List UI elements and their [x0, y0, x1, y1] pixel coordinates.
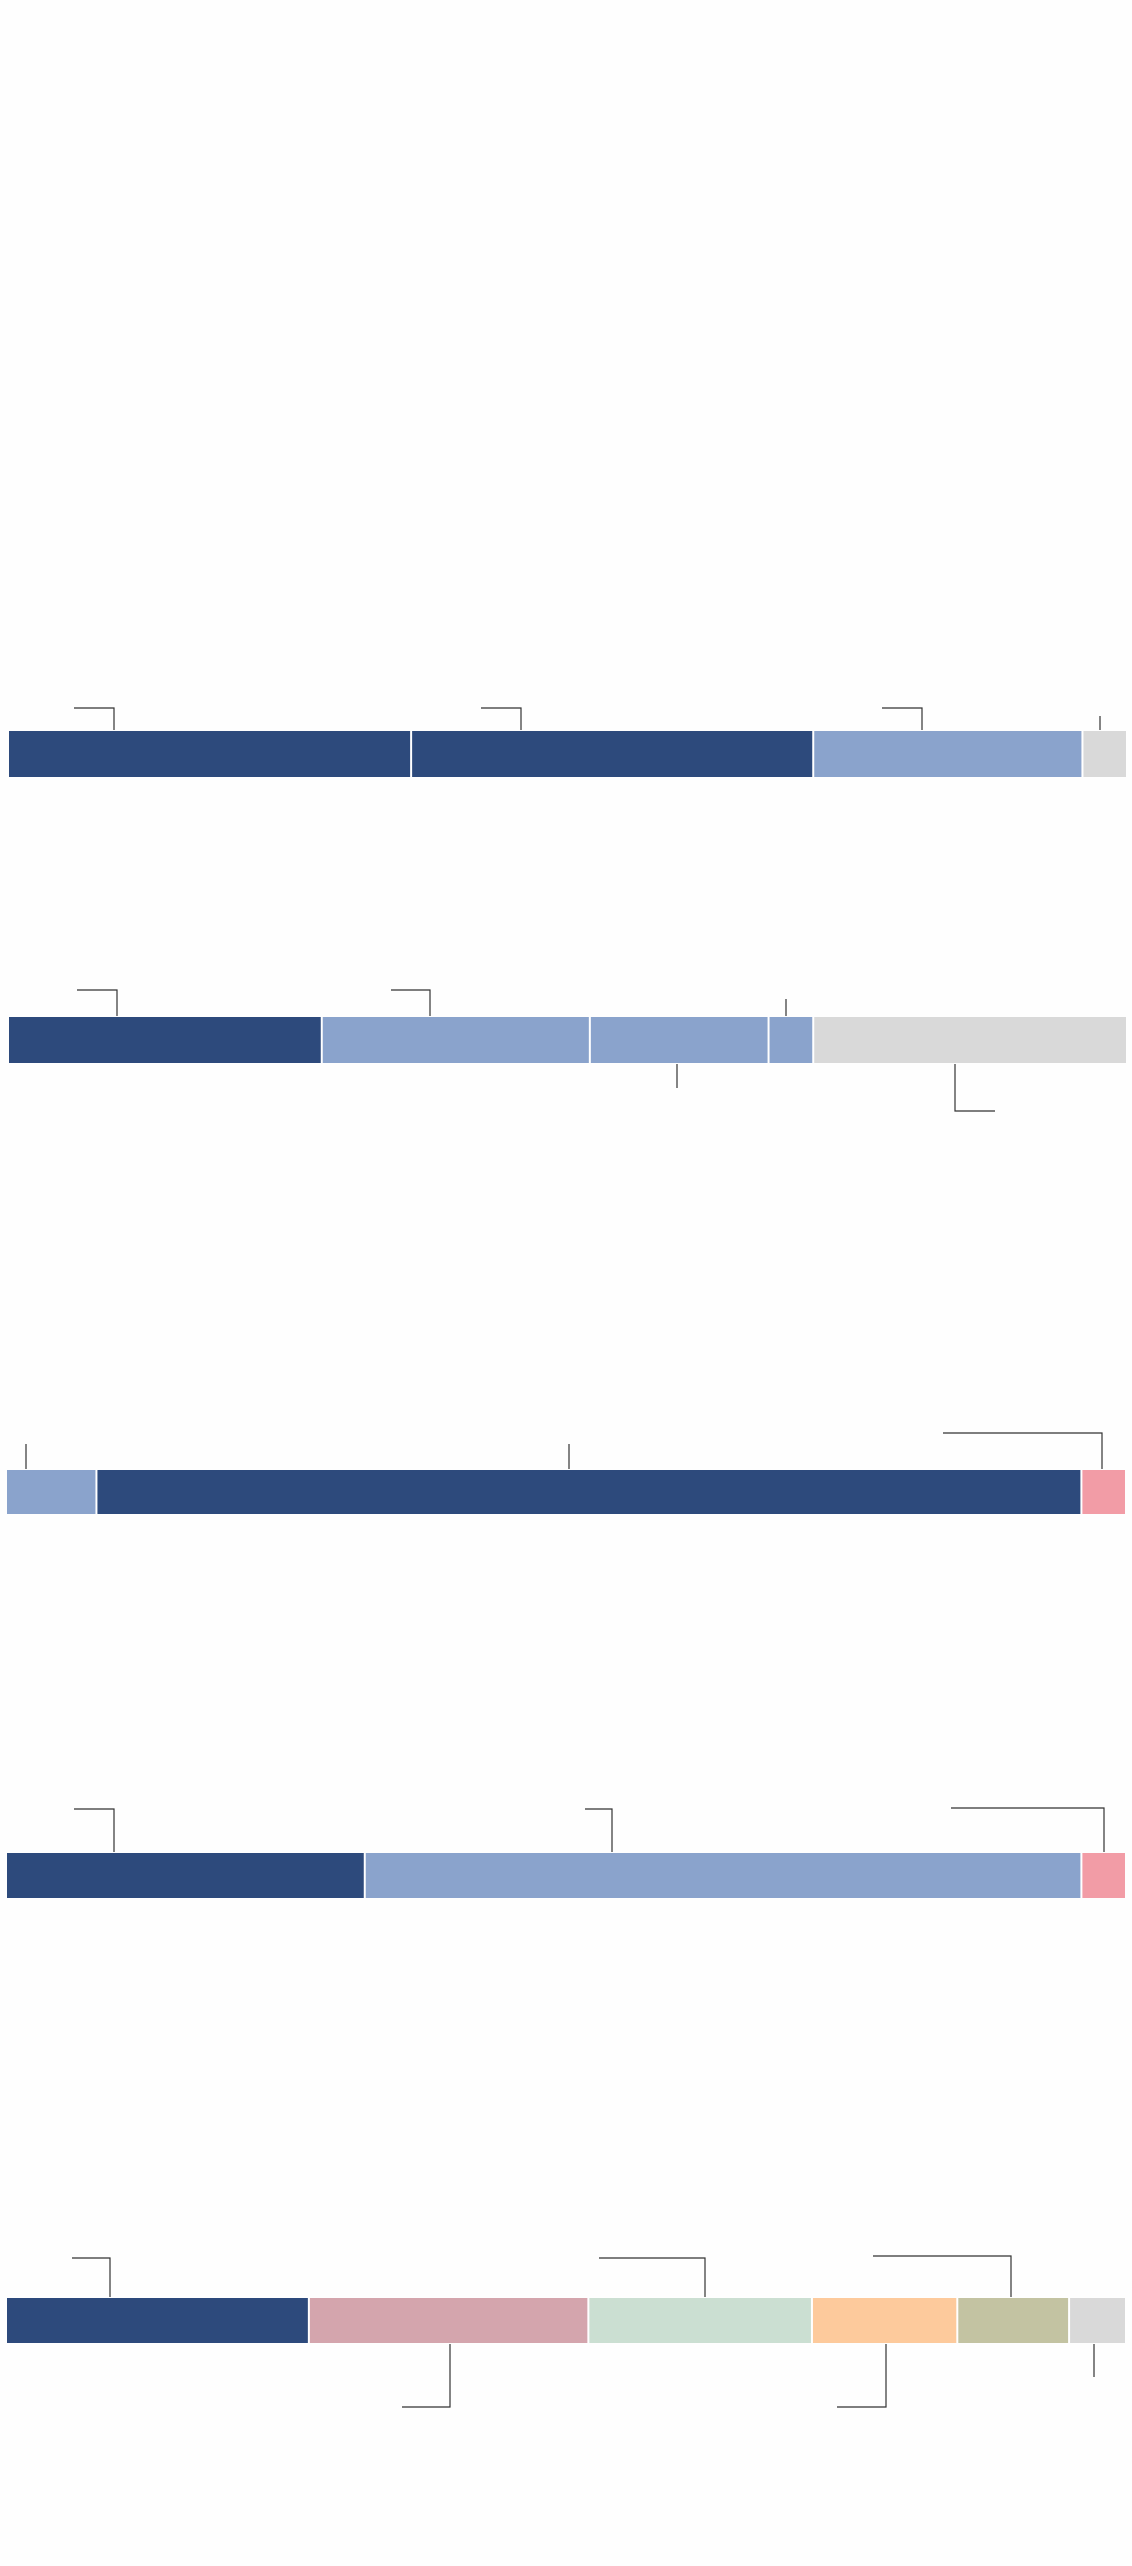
stacked-bar-5	[7, 2255, 1125, 2408]
bar-segment-2-2	[321, 1017, 590, 1063]
leader-line-4-3	[951, 1807, 1105, 1852]
leader-line-1-2	[481, 707, 522, 730]
bar-segment-3-2	[96, 1470, 1082, 1514]
leader-line-4-1	[74, 1808, 115, 1852]
leader-line-2-2	[391, 989, 431, 1016]
stacked-bar-3	[7, 1432, 1125, 1514]
leader-line-5-5	[837, 2344, 887, 2408]
bar-segment-1-1	[9, 731, 412, 777]
bar-segment-5-5	[957, 2298, 1070, 2343]
bar-segment-1-3	[813, 731, 1083, 777]
bar-segment-4-2	[364, 1853, 1082, 1898]
bar-segment-1-2	[411, 731, 814, 777]
leader-line-1-3	[882, 707, 923, 730]
stacked-bar-1	[9, 707, 1126, 777]
leader-line-5-3	[873, 2255, 1012, 2297]
bar-segment-2-1	[9, 1017, 322, 1063]
bar-segment-5-3	[588, 2298, 812, 2343]
bar-segment-3-3	[1081, 1470, 1125, 1514]
leader-line-5-2	[599, 2257, 706, 2297]
bar-segment-1-4	[1082, 731, 1126, 777]
bar-segment-2-5	[813, 1017, 1126, 1063]
leader-line-5-1	[72, 2257, 111, 2297]
bar-segment-5-2	[308, 2298, 589, 2343]
leader-line-4-2	[585, 1808, 613, 1852]
bar-segment-5-6	[1069, 2298, 1125, 2343]
leader-line-2-1	[77, 989, 118, 1016]
bar-segment-4-1	[7, 1853, 365, 1898]
leader-line-1-1	[74, 707, 115, 730]
leader-line-2-5	[954, 1064, 995, 1112]
bar-segment-2-4	[768, 1017, 814, 1063]
leader-line-3-3	[943, 1432, 1103, 1469]
bar-segment-4-3	[1081, 1853, 1125, 1898]
stacked-bar-4	[7, 1807, 1125, 1898]
stacked-bar-2	[9, 989, 1126, 1112]
bar-segment-3-1	[7, 1470, 97, 1514]
leader-line-5-4	[402, 2344, 451, 2408]
bar-segment-5-1	[7, 2298, 309, 2343]
bar-segment-2-3	[589, 1017, 769, 1063]
bar-segment-5-4	[811, 2298, 958, 2343]
